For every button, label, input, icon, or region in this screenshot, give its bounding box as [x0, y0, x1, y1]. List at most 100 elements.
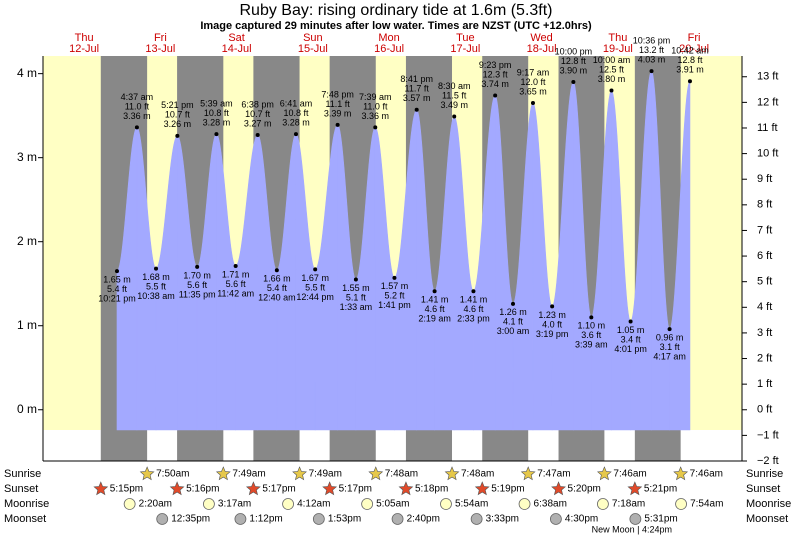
day-name: Sat	[228, 32, 245, 44]
sunset-time: 5:16pm	[186, 484, 219, 495]
tide-point	[452, 114, 457, 119]
tide-label: 7:39 am	[359, 92, 392, 102]
tide-label: 3.36 m	[123, 111, 151, 121]
tide-point	[511, 301, 516, 306]
tide-label: 3:19 pm	[536, 329, 569, 339]
moonrise-icon	[675, 498, 687, 510]
tide-label: 12.8 ft	[677, 55, 703, 65]
sunrise-icon	[139, 466, 155, 481]
moonrise-time: 5:54am	[455, 499, 488, 510]
day-date: 13-Jul	[145, 43, 175, 55]
moonrise-icon	[361, 498, 374, 510]
sunrise-icon	[215, 466, 231, 481]
y2-tick-label: 10 ft	[757, 148, 778, 160]
tide-point	[313, 267, 318, 272]
tide-segment	[573, 81, 592, 431]
tide-label: 5.5 ft	[146, 281, 167, 291]
tide-label: 3.80 m	[598, 74, 626, 84]
tide-label: 1:41 pm	[378, 300, 411, 310]
tide-label: 8:41 pm	[400, 74, 433, 84]
tide-label: 12:40 am	[258, 293, 296, 303]
y-tick-label: 1 m	[17, 318, 37, 332]
tide-label: 11.7 ft	[405, 84, 430, 94]
tide-label: 10:21 pm	[98, 293, 136, 303]
moonset-time: 2:40pm	[407, 514, 440, 525]
tide-segment	[669, 80, 691, 431]
tide-label: 10:00 pm	[555, 46, 593, 56]
sunrise-time: 7:50am	[156, 469, 189, 480]
tide-label: 10:00 am	[593, 55, 631, 65]
tide-point	[493, 93, 498, 98]
tide-label: 4.6 ft	[463, 304, 484, 314]
moonrise-time: 3:17am	[218, 499, 251, 510]
tide-segment	[434, 115, 455, 431]
tide-label: 10.7 ft	[245, 109, 271, 119]
tide-label: 5.4 ft	[107, 284, 128, 294]
day-name: Thu	[75, 32, 94, 44]
moonset-icon	[470, 513, 483, 525]
tide-segment	[611, 89, 631, 431]
tide-label: 3.6 ft	[581, 330, 602, 340]
tide-label: 1.71 m	[222, 269, 250, 279]
tide-label: 1.66 m	[263, 274, 291, 284]
tide-label: 10:36 pm	[633, 35, 671, 45]
new-moon-label: New Moon | 4:24pm	[592, 524, 672, 534]
day-name: Mon	[378, 32, 399, 44]
tide-point	[293, 132, 298, 137]
tide-segment	[216, 133, 236, 431]
tide-segment	[116, 126, 138, 431]
row-label: Sunset	[4, 483, 38, 495]
moonset-time: 12:35pm	[171, 514, 210, 525]
tide-segment	[630, 70, 652, 431]
moonrise-time: 5:05am	[376, 499, 409, 510]
tide-point	[649, 69, 654, 74]
sunrise-time: 7:49am	[309, 469, 342, 480]
tide-label: 1.41 m	[460, 295, 488, 305]
tide-segment	[235, 134, 258, 431]
tide-label: 7:48 pm	[321, 89, 354, 99]
tide-segment	[651, 70, 670, 431]
y2-tick-label: 1 ft	[757, 378, 772, 390]
tide-label: 4.0 ft	[542, 319, 563, 329]
tide-label: 9:23 pm	[479, 60, 512, 70]
y-tick-label: 2 m	[17, 234, 37, 248]
moonset-time: 3:33pm	[486, 514, 519, 525]
tide-point	[134, 125, 139, 130]
tide-point	[353, 277, 358, 282]
tide-label: 3.74 m	[481, 79, 509, 89]
moonset-time: 5:31pm	[644, 514, 677, 525]
tide-label: 3.26 m	[164, 119, 192, 129]
sunrise-icon	[368, 466, 384, 481]
tide-label: 3:39 am	[575, 340, 608, 350]
moonrise-icon	[597, 498, 609, 510]
tide-label: 3.36 m	[362, 111, 390, 121]
sunset-icon	[398, 481, 414, 496]
tide-label: 11.5 ft	[442, 90, 467, 100]
tide-label: 8:30 am	[438, 81, 471, 91]
tide-segment	[136, 126, 157, 431]
tide-label: 10:42 am	[671, 46, 709, 56]
tide-point	[373, 125, 378, 130]
tide-point	[609, 88, 614, 93]
day-name: Tue	[456, 32, 475, 44]
tide-label: 1.57 m	[381, 281, 409, 291]
sunset-icon	[93, 481, 109, 496]
tide-label: 10.8 ft	[204, 108, 230, 118]
tide-label: 3.27 m	[244, 118, 272, 128]
tide-label: 1.10 m	[578, 321, 606, 331]
y2-tick-label: 2 ft	[757, 352, 772, 364]
moonset-icon	[549, 513, 562, 525]
y2-tick-label: −1 ft	[757, 429, 779, 441]
tide-label: 11:42 am	[217, 288, 254, 298]
y2-tick-label: 4 ft	[757, 301, 772, 313]
tide-segment	[295, 133, 316, 431]
sunrise-time: 7:48am	[461, 469, 494, 480]
row-label: Sunrise	[4, 468, 41, 480]
day-date: 12-Jul	[69, 43, 99, 55]
tide-label: 1.26 m	[499, 307, 527, 317]
sunrise-time: 7:49am	[232, 469, 265, 480]
moonrise-icon	[440, 498, 452, 510]
tide-label: 4.6 ft	[425, 304, 446, 314]
moonset-icon	[234, 513, 247, 525]
